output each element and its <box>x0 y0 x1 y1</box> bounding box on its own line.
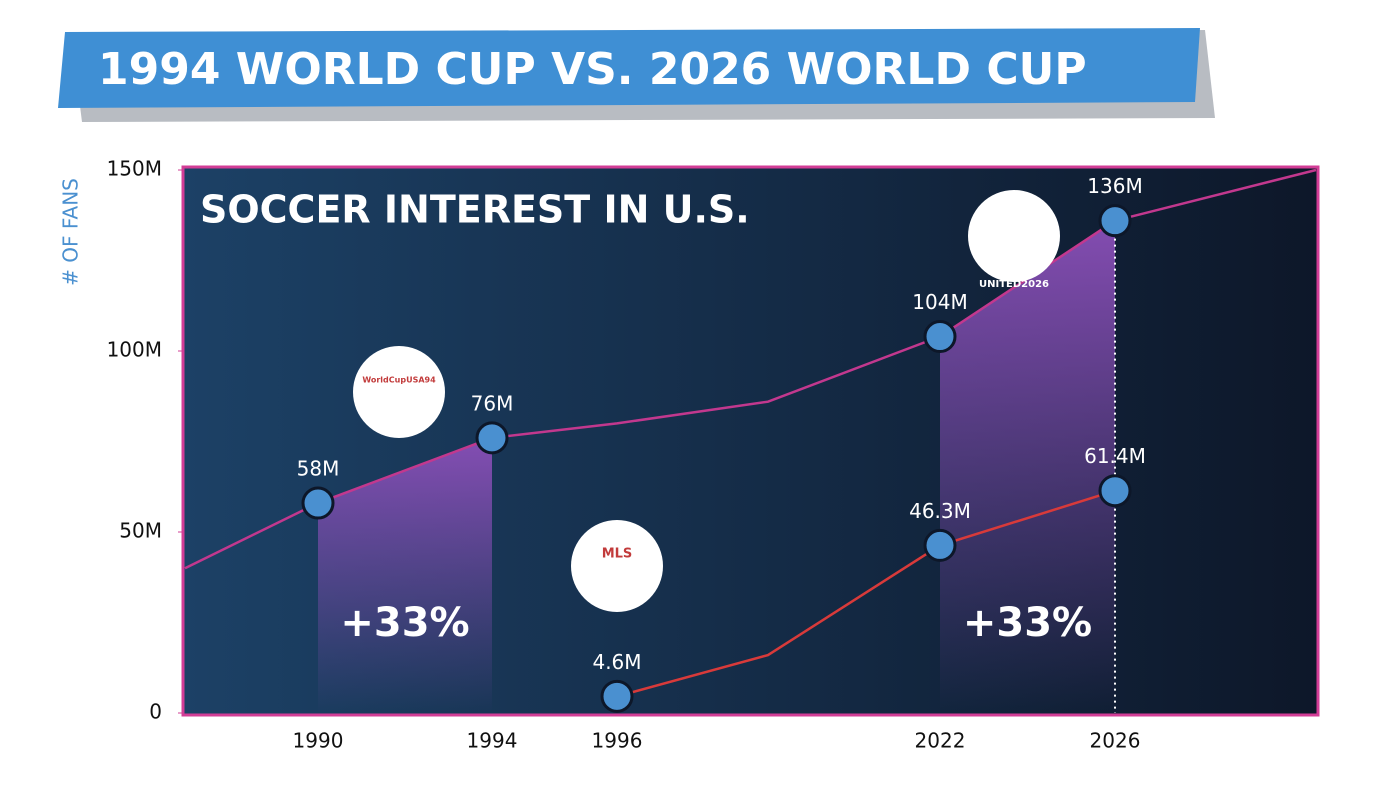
data-label: 76M <box>471 391 514 415</box>
data-label: 4.6M <box>592 650 641 674</box>
annotation: +33% <box>963 600 1092 646</box>
logo-text: WorldCupUSA94 <box>362 376 436 385</box>
logo-text: UNITED2026 <box>979 279 1049 290</box>
subtitle: SOCCER INTEREST IN U.S. <box>200 188 750 232</box>
series-line <box>616 489 1116 698</box>
data-label: 46.3M <box>909 499 971 523</box>
data-label: 58M <box>297 457 340 481</box>
y-tick-label: 100M <box>107 338 162 362</box>
data-label: 136M <box>1087 174 1142 198</box>
y-tick-label: 0 <box>149 700 162 724</box>
logo <box>968 190 1060 282</box>
data-point <box>301 486 335 520</box>
x-tick-label: 1990 <box>293 729 344 753</box>
y-tick-label: 50M <box>119 519 162 543</box>
data-label: 104M <box>912 290 967 314</box>
title: 1994 WORLD CUP VS. 2026 WORLD CUP <box>98 44 1087 95</box>
y-tick-label: 150M <box>107 157 162 181</box>
data-point <box>1098 204 1132 238</box>
data-point <box>475 421 509 455</box>
banner <box>58 28 1200 108</box>
logo <box>571 520 663 612</box>
x-tick-label: 1994 <box>467 729 518 753</box>
data-point <box>923 528 957 562</box>
x-tick-label: 2026 <box>1090 729 1141 753</box>
growth-area <box>318 437 492 713</box>
y-axis-label: # OF FANS <box>59 178 83 286</box>
logo <box>353 346 445 438</box>
x-tick-label: 2022 <box>915 729 966 753</box>
data-point <box>923 320 957 354</box>
data-point <box>1098 474 1132 508</box>
data-label: 61.4M <box>1084 444 1146 468</box>
logo-text: MLS <box>602 547 633 562</box>
annotation: +33% <box>340 600 469 646</box>
growth-area <box>940 220 1115 713</box>
x-tick-label: 1996 <box>592 729 643 753</box>
series-line <box>184 168 1317 570</box>
data-point <box>600 679 634 713</box>
